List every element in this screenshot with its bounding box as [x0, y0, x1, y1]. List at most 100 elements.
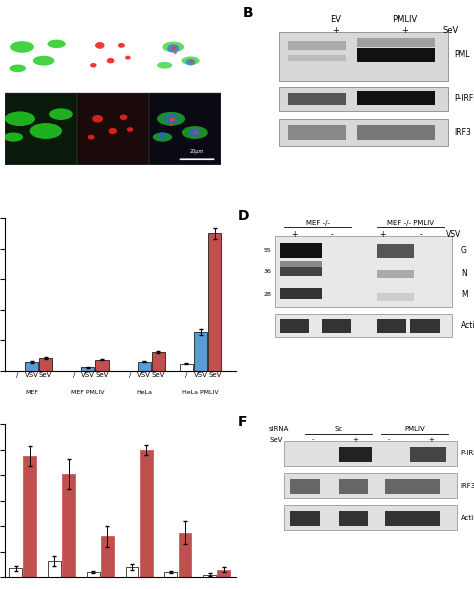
Bar: [376, 319, 406, 333]
Text: SeV: SeV: [269, 436, 283, 442]
Bar: [357, 48, 435, 62]
Bar: [280, 267, 322, 276]
Text: IRF3: IRF3: [454, 128, 471, 137]
Circle shape: [107, 58, 115, 64]
Bar: [218, 570, 230, 577]
Bar: [288, 41, 346, 50]
Bar: [149, 93, 221, 164]
Bar: [338, 446, 373, 462]
Bar: [357, 38, 435, 47]
Text: +: +: [291, 230, 298, 239]
Bar: [194, 332, 207, 371]
Bar: [95, 360, 109, 371]
Text: PMLIV: PMLIV: [392, 15, 417, 24]
Bar: [410, 446, 446, 462]
Bar: [203, 575, 216, 577]
Circle shape: [92, 115, 103, 123]
Bar: [77, 164, 149, 236]
Ellipse shape: [182, 126, 208, 139]
Bar: [288, 93, 346, 105]
Text: MEF -/-: MEF -/-: [306, 220, 329, 226]
Bar: [288, 125, 346, 140]
Bar: [284, 505, 456, 530]
Bar: [376, 293, 414, 300]
Circle shape: [95, 42, 105, 49]
Ellipse shape: [10, 41, 34, 53]
Bar: [338, 479, 368, 494]
Circle shape: [194, 131, 198, 134]
Circle shape: [172, 46, 176, 49]
Ellipse shape: [5, 111, 35, 126]
Bar: [25, 362, 38, 371]
Bar: [410, 319, 440, 333]
Ellipse shape: [182, 57, 200, 65]
Ellipse shape: [163, 42, 184, 52]
Circle shape: [125, 55, 131, 59]
Text: MEF: MEF: [25, 391, 38, 395]
Circle shape: [164, 114, 179, 124]
Ellipse shape: [33, 56, 55, 65]
Bar: [410, 511, 440, 526]
Bar: [280, 261, 322, 267]
Bar: [179, 532, 191, 577]
Text: G: G: [461, 246, 467, 254]
Bar: [322, 319, 351, 333]
Bar: [62, 474, 75, 577]
Bar: [280, 289, 322, 299]
Text: Pin1: Pin1: [33, 14, 49, 23]
Bar: [288, 55, 346, 61]
Bar: [39, 358, 52, 371]
Circle shape: [127, 127, 133, 132]
Bar: [376, 244, 414, 258]
Text: IRF3: IRF3: [461, 482, 474, 488]
Text: 36: 36: [264, 269, 271, 274]
Text: 55: 55: [264, 248, 271, 253]
Text: Merge: Merge: [173, 14, 197, 23]
Bar: [279, 119, 447, 146]
Ellipse shape: [47, 39, 66, 48]
Bar: [284, 474, 456, 498]
Text: Sc: Sc: [335, 426, 343, 432]
Text: +: +: [401, 25, 408, 35]
Bar: [410, 479, 440, 494]
Text: SeV: SeV: [442, 25, 458, 35]
Bar: [357, 91, 435, 105]
Bar: [5, 93, 77, 164]
Text: PML: PML: [454, 50, 470, 59]
Circle shape: [109, 128, 117, 134]
Text: PMLIV: PMLIV: [404, 426, 425, 432]
Text: N: N: [461, 269, 466, 277]
Text: 20μm: 20μm: [190, 149, 204, 154]
Text: PMLIV: PMLIV: [101, 14, 124, 23]
Circle shape: [118, 43, 125, 48]
Circle shape: [88, 135, 95, 140]
Circle shape: [174, 52, 177, 54]
Text: 28: 28: [264, 292, 271, 297]
Ellipse shape: [29, 123, 62, 139]
Bar: [87, 572, 100, 577]
Text: HeLa: HeLa: [136, 391, 152, 395]
Bar: [126, 567, 138, 577]
Bar: [376, 270, 414, 277]
Bar: [137, 362, 151, 371]
Bar: [280, 319, 309, 333]
Circle shape: [188, 128, 201, 137]
Text: -: -: [419, 230, 422, 239]
Bar: [284, 441, 456, 466]
Bar: [275, 315, 452, 337]
Bar: [338, 511, 368, 526]
Ellipse shape: [9, 65, 26, 72]
Text: Actin: Actin: [461, 322, 474, 330]
Bar: [357, 125, 435, 140]
Text: +: +: [380, 230, 386, 239]
Text: +: +: [428, 436, 434, 442]
Bar: [208, 233, 221, 371]
Ellipse shape: [157, 112, 185, 125]
Bar: [48, 561, 61, 577]
Bar: [279, 32, 447, 81]
Bar: [77, 93, 149, 164]
Bar: [180, 363, 193, 371]
Circle shape: [169, 124, 173, 126]
Circle shape: [90, 63, 97, 68]
Bar: [152, 352, 165, 371]
